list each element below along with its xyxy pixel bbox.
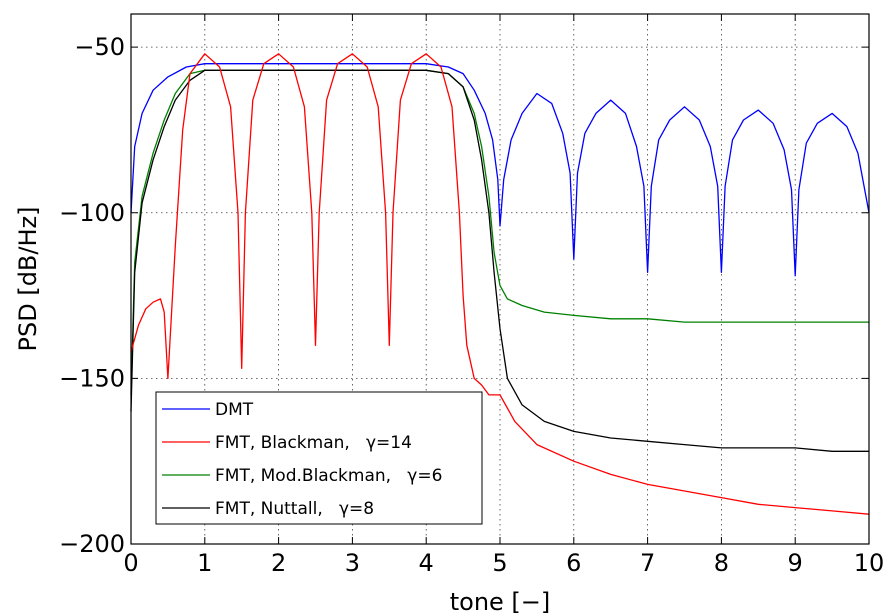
legend: DMT FMT, Blackman, γ=14 FMT, Mod.Blackman,…	[155, 391, 483, 525]
y-tick-label: −50	[74, 33, 125, 61]
y-tick-label: −150	[59, 364, 125, 392]
x-tick-label: 2	[271, 549, 286, 577]
x-tick-label: 5	[492, 549, 507, 577]
legend-label-2: FMT, Mod.Blackman, γ=6	[215, 466, 442, 486]
x-tick-label: 1	[197, 549, 212, 577]
tick-marks	[130, 14, 870, 545]
x-tick-label: 6	[566, 549, 581, 577]
series-line-3	[130, 69, 869, 452]
grid	[131, 14, 869, 544]
y-axis-title: PSD [dB/Hz]	[14, 207, 42, 352]
legend-label-3: FMT, Nuttall, γ=8	[215, 499, 374, 519]
legend-label-0: DMT	[215, 400, 254, 420]
legend-box	[155, 391, 483, 525]
x-axis-title: tone [−]	[450, 588, 551, 615]
series-layer	[130, 53, 870, 515]
x-tick-label: 9	[788, 549, 803, 577]
x-tick-label: 3	[345, 549, 360, 577]
series-line-1	[130, 53, 870, 515]
y-tick-label: −100	[59, 199, 125, 227]
x-tick-label: 0	[123, 549, 138, 577]
x-tick-label: 10	[854, 549, 885, 577]
x-tick-labels: 0 1 2 3 4 5 6 7 8 9 10	[123, 549, 884, 577]
x-tick-label: 4	[419, 549, 434, 577]
y-tick-labels: −50 −100 −150 −200	[59, 33, 125, 558]
x-tick-label: 7	[640, 549, 655, 577]
x-tick-label: 8	[714, 549, 729, 577]
y-tick-label: −200	[59, 530, 125, 558]
series-line-2	[130, 69, 869, 395]
series-line-0	[130, 63, 870, 277]
legend-label-1: FMT, Blackman, γ=14	[215, 433, 412, 453]
